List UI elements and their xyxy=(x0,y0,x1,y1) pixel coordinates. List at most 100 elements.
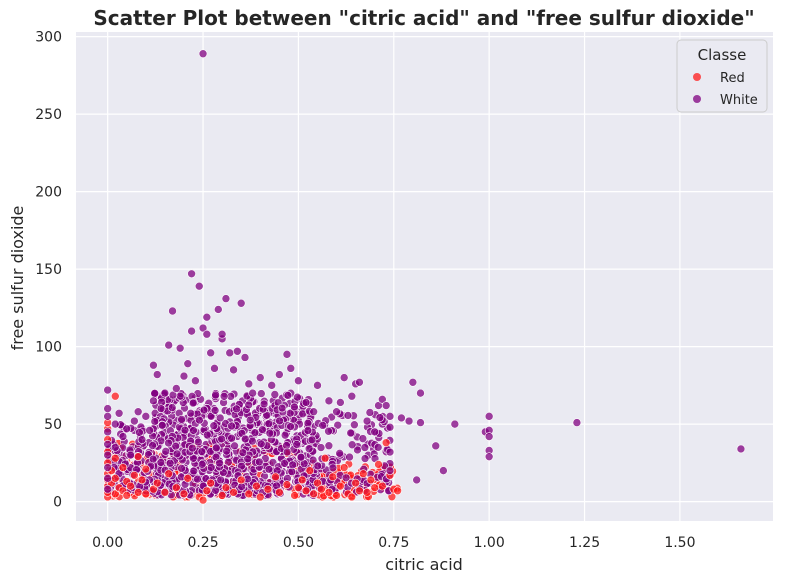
white-point xyxy=(347,440,357,450)
y-tick-label: 50 xyxy=(44,417,62,433)
red-point xyxy=(328,472,338,482)
red-point xyxy=(198,495,208,505)
red-point xyxy=(202,486,212,496)
white-point xyxy=(275,416,284,426)
white-point xyxy=(210,406,220,415)
white-point xyxy=(240,353,250,362)
white-point xyxy=(172,449,182,459)
white-point xyxy=(345,452,354,462)
red-point xyxy=(141,464,151,474)
white-point xyxy=(103,427,112,437)
white-point xyxy=(110,419,120,429)
red-point xyxy=(229,488,238,497)
white-point xyxy=(373,443,383,452)
white-point xyxy=(412,475,421,485)
white-point xyxy=(303,418,313,428)
white-point xyxy=(238,448,248,457)
white-point xyxy=(175,343,185,353)
legend-marker-red xyxy=(693,73,701,81)
white-point xyxy=(258,425,267,434)
white-point xyxy=(168,306,177,316)
red-point xyxy=(362,488,372,497)
white-point xyxy=(206,463,216,472)
red-point xyxy=(301,486,311,496)
white-point xyxy=(211,390,220,400)
white-point xyxy=(282,447,292,457)
x-tick-label: 1.25 xyxy=(569,535,600,551)
white-point xyxy=(336,398,345,407)
white-point xyxy=(316,443,326,452)
white-point xyxy=(313,461,323,471)
white-point xyxy=(259,399,269,409)
white-point xyxy=(236,298,246,308)
legend-box xyxy=(676,39,768,113)
white-point xyxy=(233,346,242,356)
white-point xyxy=(215,413,225,423)
white-point xyxy=(385,422,395,432)
white-point xyxy=(360,454,370,463)
white-point xyxy=(293,392,302,402)
white-point xyxy=(199,405,209,415)
white-point xyxy=(229,365,238,375)
white-point xyxy=(103,385,112,395)
white-point xyxy=(280,459,289,468)
white-point xyxy=(130,416,139,426)
red-point xyxy=(130,470,139,480)
white-point xyxy=(183,359,193,368)
white-point xyxy=(110,443,120,452)
white-point xyxy=(209,421,219,431)
white-point xyxy=(103,474,112,483)
white-point xyxy=(175,391,185,401)
white-point xyxy=(736,444,746,454)
x-tick-label: 0.25 xyxy=(187,535,218,551)
white-point xyxy=(301,398,311,407)
white-point xyxy=(362,416,372,426)
white-point xyxy=(217,434,226,444)
legend-label-red: Red xyxy=(720,71,745,86)
x-tick-labels: 0.00 0.25 0.50 0.75 1.00 1.25 1.50 xyxy=(92,535,695,551)
white-point xyxy=(164,438,173,448)
white-point xyxy=(198,323,208,333)
red-point xyxy=(221,483,231,492)
red-point xyxy=(309,489,318,499)
white-point xyxy=(221,294,231,303)
white-point xyxy=(210,364,219,373)
red-point xyxy=(110,391,120,401)
white-point xyxy=(164,340,173,350)
white-point xyxy=(197,460,207,469)
y-tick-label: 300 xyxy=(35,30,62,46)
white-point xyxy=(275,370,284,379)
red-point xyxy=(381,438,391,448)
white-point xyxy=(243,454,252,464)
red-point xyxy=(347,492,357,502)
white-point xyxy=(150,417,160,426)
white-point xyxy=(206,348,215,358)
white-point xyxy=(244,379,254,389)
white-point xyxy=(292,440,301,449)
white-point xyxy=(244,400,253,410)
white-point xyxy=(347,391,357,401)
white-point xyxy=(381,401,391,410)
white-point xyxy=(165,458,175,468)
white-point xyxy=(197,447,207,456)
white-point xyxy=(318,421,327,430)
white-point xyxy=(222,446,231,456)
y-tick-label: 100 xyxy=(35,340,62,356)
white-point xyxy=(148,441,157,450)
red-point xyxy=(137,475,147,485)
white-point xyxy=(212,443,221,453)
y-axis-label: free sulfur dioxide xyxy=(8,206,27,351)
red-point xyxy=(160,488,170,497)
red-point xyxy=(282,480,292,489)
red-point xyxy=(110,453,120,463)
white-point xyxy=(188,443,197,453)
chart-title: Scatter Plot between "citric acid" and "… xyxy=(93,6,754,30)
white-point xyxy=(141,412,151,421)
red-point xyxy=(313,478,322,488)
white-point xyxy=(172,384,181,393)
white-point xyxy=(145,426,154,435)
red-point xyxy=(164,469,173,479)
white-point xyxy=(195,415,204,425)
white-point xyxy=(149,396,158,406)
